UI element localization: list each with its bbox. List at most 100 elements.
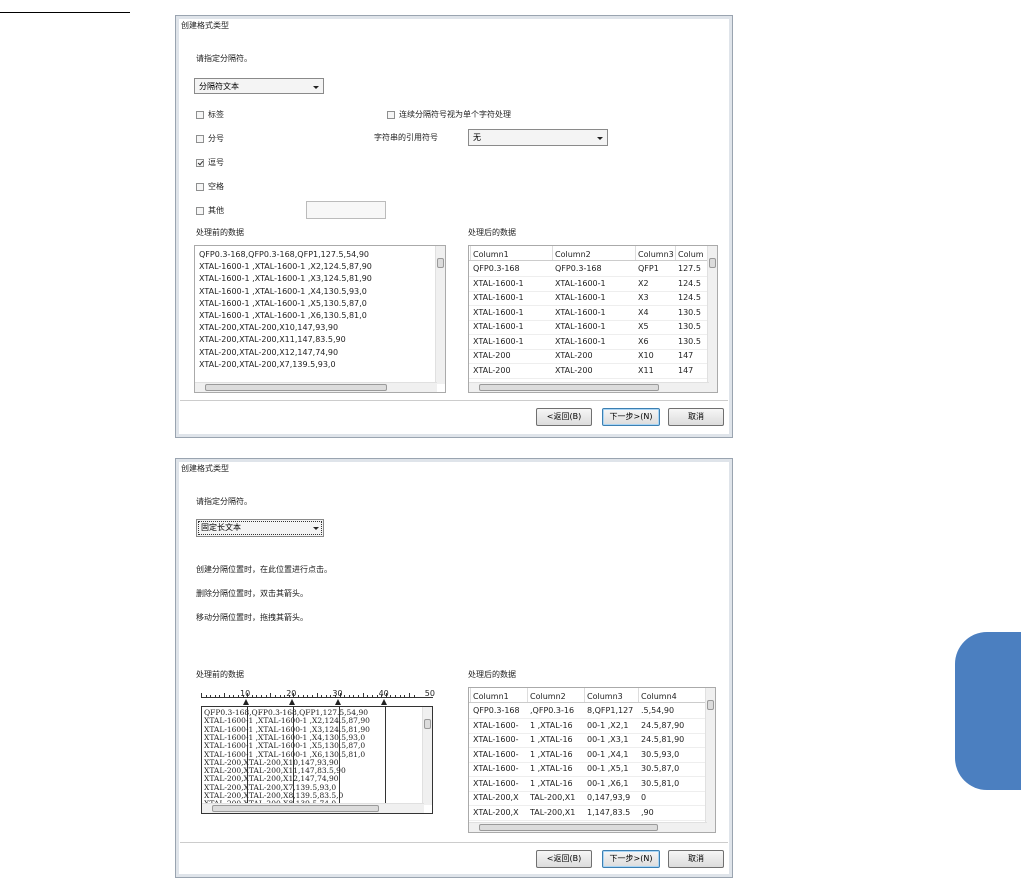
dialog: 创建格式类型 请指定分隔符。 分隔符文本 标签 分号 逗号 空格 其他 连续分隔符号视为单个字符… [175,15,733,438]
column-divider [470,688,471,702]
row-rule [469,305,709,306]
source-list: QFP0.3-168,QFP0.3-168,QFP1,127.5,54,90 XT… [201,706,433,814]
table-cell: X6 [638,336,649,346]
ruler-tick [413,695,415,697]
ruler-tick [381,695,383,697]
scroll-thumb [212,805,379,812]
instruction: 创建分隔位置时，在此位置进行点击。 [196,565,332,574]
table-cell: XTAL-1600-1 [555,293,606,302]
table-cell: 00-1 ,X2,1 [587,720,629,730]
table-cell: 130.5 [678,322,701,331]
table-cell: 1,147,83.5 [587,807,631,817]
source-line: XTAL-200,XTAL-200,X7,139.5,93,0 [199,359,336,369]
ruler-tick [201,693,202,697]
source-line: XTAL-1600-1 ,XTAL-1600-1 ,X5,130.5,87,0 [204,741,366,751]
vertical-scrollbar [435,246,445,384]
row-rule [469,805,707,806]
result-table: Column1 Column2 Column3 Colum QFP0.3-168 QFP0… [468,245,718,393]
dropdown-arrow [313,86,319,89]
prompt: 请指定分隔符。 [196,497,252,506]
row-rule [469,348,709,350]
dialog-button[interactable]: <返回(B) [536,850,592,868]
ruler-tick [279,695,281,697]
column-header: Column1 [473,692,509,701]
ruler-label: 20 [286,689,297,698]
ruler-tick [224,693,226,697]
vertical-scrollbar [422,707,432,805]
table-cell: XTAL-200 [555,365,593,375]
ruler-tick [210,695,212,697]
table-cell: 1 ,XTAL-16 [530,749,573,759]
ruler-tick [284,695,286,697]
ruler-tick [334,695,336,697]
table-cell: X3 [638,293,649,302]
dialog-button[interactable]: 下一步>(N) [602,408,660,426]
ruler-tick [288,695,290,697]
source-line: XTAL-200,XTAL-200,X11,147,83.5,90 [199,335,346,345]
row-rule [469,290,709,292]
section-label: 处理前的数据 [196,228,244,237]
qualifier-label: 字符串的引用符号 [374,133,438,142]
instruction: 删除分隔位置时，双击其箭头。 [196,589,308,598]
dropdown[interactable]: 分隔符文本 [194,78,324,94]
table-cell: 147 [678,365,694,375]
dialog-button[interactable]: 取消 [668,850,724,868]
table-cell: QFP1 [638,264,659,273]
ruler-label: 50 [424,689,435,698]
ruler-tick [395,695,397,697]
table-cell: QFP0.3-168 [555,264,602,273]
column-divider [584,688,585,702]
table-cell: QFP0.3-168 [473,264,520,273]
header-rule [469,260,717,261]
dialog-button[interactable]: 下一步>(N) [602,850,660,868]
table-cell: 00-1 ,X3,1 [587,735,629,744]
horizontal-scrollbar [202,803,424,813]
table-cell: XTAL-1600-1 [555,307,606,317]
column-divider [675,246,676,260]
checkbox[interactable] [196,159,204,167]
dropdown[interactable]: 无 [468,129,608,146]
table-cell: 30.5,93,0 [641,749,680,759]
scroll-thumb [205,384,387,391]
checkbox[interactable] [387,111,395,119]
source-line: XTAL-200,XTAL-200,X8,139.5,83.5,0 [204,791,344,800]
column-header: Column4 [641,692,677,701]
table-cell: 1 ,XTAL-16 [530,720,573,730]
column-header: Column3 [638,250,674,259]
checkbox-label: 其他 [208,206,224,215]
checkbox[interactable] [196,183,204,191]
dropdown[interactable]: 固定长文本 [196,519,324,537]
table-cell: XTAL-200,X [473,807,519,817]
header-rule [0,12,130,13]
ruler-tick [311,695,313,697]
table-cell: XTAL-200 [473,351,511,360]
ruler-tick [298,695,300,697]
table-cell: 8,QFP1,127 [587,706,634,715]
dialog-title: 创建格式类型 [181,21,229,30]
ruler-tick [376,695,378,697]
checkbox[interactable] [196,207,204,215]
table-cell: XTAL-1600-1 [555,322,606,331]
ruler-tick [219,695,221,697]
checkbox[interactable] [196,135,204,143]
column-header: Column3 [587,692,623,701]
source-list: QFP0.3-168,QFP0.3-168,QFP1,127.5,54,90 XT… [194,245,446,393]
source-line: XTAL-1600-1 ,XTAL-1600-1 ,X6,130.5,81,0 [199,311,367,320]
row-rule [469,761,707,763]
table-cell: XTAL-1600-1 [555,336,606,346]
column-break [339,707,340,807]
ruler-tick [316,693,318,697]
other-input[interactable] [306,201,386,219]
ruler-tick [233,695,235,697]
dialog-button[interactable]: <返回(B) [536,408,592,426]
table-cell: X4 [638,307,649,317]
dropdown-arrow [313,527,319,530]
dialog-button[interactable]: 取消 [668,408,724,426]
table-cell: 00-1 ,X5,1 [587,764,629,773]
table-cell: 130.5 [678,336,701,346]
break-arrow [288,699,295,705]
column-header: Column2 [555,250,591,259]
source-line: XTAL-1600-1 ,XTAL-1600-1 ,X2,124.5,87,90 [199,262,372,272]
checkbox[interactable] [196,111,204,119]
table-cell: X10 [638,351,654,360]
